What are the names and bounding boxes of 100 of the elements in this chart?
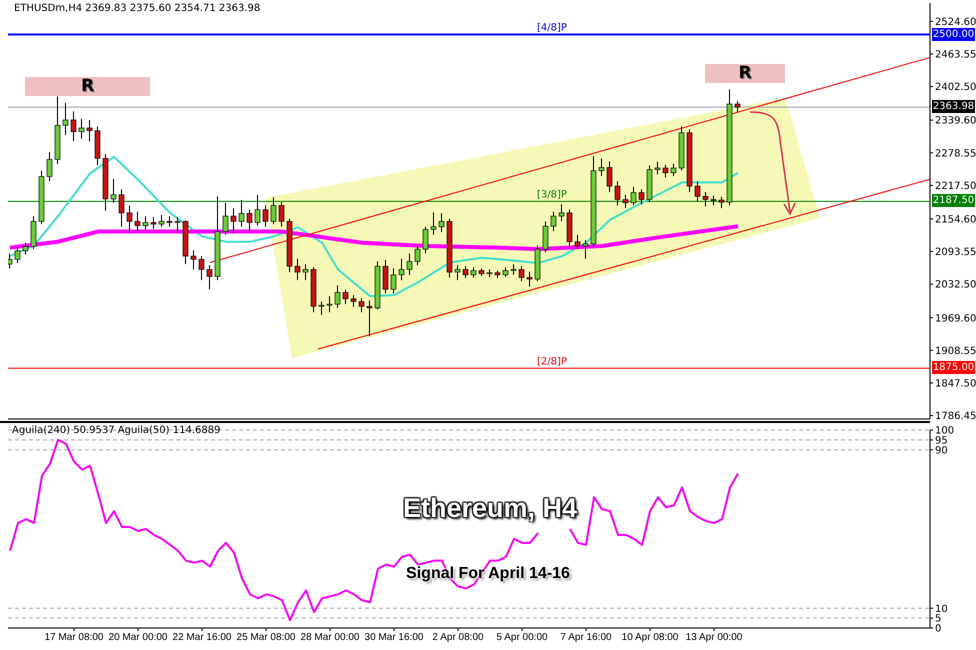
y-tick-label: 1847.50 xyxy=(935,378,976,390)
candlestick xyxy=(278,202,284,228)
candlestick xyxy=(638,188,644,205)
candlestick xyxy=(70,110,76,142)
candlestick xyxy=(22,242,28,256)
candlestick xyxy=(358,298,364,313)
candlestick xyxy=(126,204,132,234)
annotation: ETHUSDm,H4 2369.83 2375.60 2354.71 2363.98 xyxy=(14,2,260,16)
candlestick xyxy=(230,208,236,234)
candlestick xyxy=(654,161,660,175)
y-tick-label: 2524.60 xyxy=(935,16,976,28)
annotation: 2500.00 xyxy=(932,28,975,40)
candlestick xyxy=(662,164,668,178)
candlestick xyxy=(238,200,244,228)
text: Ethereum, H4 xyxy=(402,493,578,523)
y-tick-label: 1969.60 xyxy=(935,313,976,324)
y-tick-label: 2339.60 xyxy=(935,116,976,127)
candlestick xyxy=(198,256,204,281)
candlestick xyxy=(174,216,180,233)
candlestick xyxy=(574,234,580,250)
candlestick xyxy=(598,158,604,177)
candlestick xyxy=(614,180,620,206)
candlestick xyxy=(718,196,724,209)
candlestick xyxy=(710,195,716,206)
candlestick xyxy=(62,102,68,136)
y-tick-label: 1786.45 xyxy=(935,411,976,422)
x-tick-label: 30 Mar 16:00 xyxy=(364,632,424,644)
y-tick-label: 2093.55 xyxy=(935,247,976,258)
y-tick-label: 1908.55 xyxy=(935,346,976,357)
y-tick-label: 2154.60 xyxy=(935,214,976,226)
candlestick xyxy=(222,202,228,236)
candlestick xyxy=(350,294,356,308)
candlestick xyxy=(246,209,252,233)
x-tick-label: 5 Apr 00:00 xyxy=(496,632,548,644)
y-tick-label: 90 xyxy=(935,445,948,456)
candlestick xyxy=(470,266,476,278)
candlestick xyxy=(390,268,396,294)
candlestick xyxy=(526,271,532,288)
candlestick xyxy=(254,194,260,226)
candlestick xyxy=(542,220,548,253)
candlestick xyxy=(694,180,700,202)
candlestick xyxy=(550,211,556,232)
annotation: 2187.50 xyxy=(932,194,975,208)
candlestick xyxy=(46,151,52,182)
candlestick xyxy=(78,118,84,140)
candlestick xyxy=(398,258,404,281)
y-tick-label: 10 xyxy=(935,604,948,615)
ref-line-label: [2/8]P xyxy=(537,356,567,368)
candlestick xyxy=(438,212,444,233)
x-tick-label: 20 Mar 00:00 xyxy=(108,632,168,644)
candlestick xyxy=(118,188,124,228)
candlestick xyxy=(454,264,460,281)
candlestick xyxy=(606,161,612,193)
candlestick xyxy=(622,194,628,209)
candlestick xyxy=(510,264,516,276)
chart-title: Aguila(240) 50.9537 Aguila(50) 114.6889 xyxy=(12,425,220,436)
candlestick xyxy=(134,211,140,232)
candlestick xyxy=(414,244,420,266)
candlestick xyxy=(294,258,300,281)
candlestick xyxy=(150,216,156,230)
candlestick xyxy=(302,264,308,281)
candlestick xyxy=(334,284,340,308)
candlestick xyxy=(422,226,428,254)
candlestick xyxy=(190,250,196,270)
candlestick xyxy=(366,300,372,337)
candlestick xyxy=(262,204,268,228)
candlestick xyxy=(206,264,212,290)
y-tick-label: 0 xyxy=(935,624,942,635)
x-tick-label: 7 Apr 16:00 xyxy=(560,632,612,644)
ref-line-label: [4/8]P xyxy=(537,22,567,34)
x-tick-label: 28 Mar 00:00 xyxy=(300,632,360,644)
candlestick xyxy=(166,216,172,228)
y-tick-label: 2217.50 xyxy=(935,180,976,192)
candlestick xyxy=(406,252,412,276)
candlestick xyxy=(630,186,636,206)
candlestick xyxy=(14,246,20,264)
y-tick-label: 2032.50 xyxy=(935,280,976,291)
candlestick xyxy=(702,192,708,207)
candlestick xyxy=(8,252,12,269)
x-tick-label: 13 Apr 00:00 xyxy=(686,632,743,644)
candlestick xyxy=(462,266,468,279)
y-tick-label: 100 xyxy=(935,426,954,437)
x-tick-label: 17 Mar 08:00 xyxy=(44,632,104,644)
candlestick xyxy=(382,259,388,294)
annotation: 1875.00 xyxy=(932,361,975,374)
ref-line-label: [3/8]P xyxy=(537,189,567,200)
candlestick xyxy=(670,163,676,177)
y-tick-label: 5 xyxy=(935,614,942,625)
candlestick xyxy=(558,204,564,222)
candlestick xyxy=(86,119,92,142)
candlestick xyxy=(110,178,116,204)
candlestick xyxy=(502,266,508,278)
candlestick xyxy=(734,100,740,113)
candlestick xyxy=(342,289,348,305)
x-tick-label: 10 Apr 08:00 xyxy=(622,632,679,644)
y-tick-label: 2402.50 xyxy=(935,82,976,94)
y-tick-label: 95 xyxy=(935,435,948,446)
candlestick xyxy=(318,301,324,316)
candlestick xyxy=(430,212,436,236)
y-tick-label: 2278.55 xyxy=(935,148,976,160)
